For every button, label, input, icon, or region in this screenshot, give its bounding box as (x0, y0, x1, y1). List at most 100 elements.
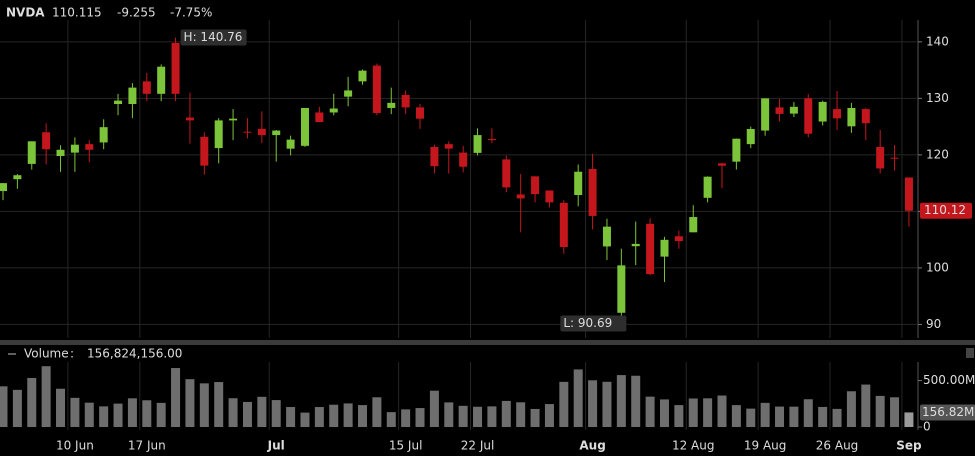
volume-bar (458, 405, 468, 427)
volume-bar (674, 405, 684, 427)
volume-bar (789, 406, 799, 427)
y-tick-label: 0 (923, 420, 931, 434)
x-tick-label: 26 Aug (816, 439, 859, 453)
candle-body (545, 190, 554, 203)
candle-body (588, 169, 597, 216)
candle-body (315, 112, 324, 123)
volume-bar (501, 400, 511, 427)
candle-body (272, 130, 281, 136)
volume-bar (760, 402, 770, 427)
candle-body (56, 149, 65, 156)
volume-bar (185, 379, 195, 427)
candle-body (329, 108, 338, 113)
candle-body (904, 177, 913, 211)
volume-bar (904, 412, 914, 427)
candle-body (732, 138, 741, 162)
candle-body (214, 120, 223, 149)
volume-bar (127, 398, 137, 427)
volume-bar (300, 412, 310, 427)
volume-bar (0, 386, 8, 427)
volume-bar (703, 398, 713, 427)
candle-body (646, 223, 655, 275)
x-tick-label: 10 Jun (56, 439, 94, 453)
volume-bar (731, 405, 741, 427)
x-tick-label: 17 Jun (128, 439, 166, 453)
candle-body (430, 146, 439, 167)
x-tick-label: 22 Jul (461, 439, 495, 453)
volume-bar (645, 396, 655, 427)
candle-body (602, 226, 611, 247)
candle-body (804, 98, 813, 134)
y-tick-label: 130 (926, 91, 949, 105)
volume-bar (386, 412, 396, 427)
x-tick-label: Aug (579, 439, 605, 453)
panel-separator (0, 340, 975, 345)
volume-bar (415, 408, 425, 427)
candle-body (200, 136, 209, 166)
candle-body (171, 42, 180, 94)
x-tick-label: 19 Aug (744, 439, 787, 453)
y-tick-label: 140 (926, 34, 949, 48)
candle-body (13, 175, 22, 180)
volume-bar (358, 405, 367, 427)
candle-body (344, 90, 353, 97)
change-pct: -7.75% (170, 6, 212, 20)
candle-body (85, 144, 94, 150)
price-badge-label: 110.12 (924, 203, 966, 217)
candle-body (99, 127, 108, 143)
volume-bar (861, 384, 871, 427)
candle-body (157, 66, 166, 94)
volume-bar (401, 409, 411, 427)
x-tick-label: Sep (896, 439, 922, 453)
candle-body (746, 128, 755, 145)
volume-bar (616, 375, 626, 427)
y-tick-label: 500.00M (923, 373, 975, 387)
candle-body (833, 109, 842, 119)
volume-bar (242, 401, 252, 427)
candle-body (502, 159, 511, 188)
y-tick-label: 100 (926, 260, 949, 274)
y-tick-label: 90 (926, 317, 941, 331)
annotation: L: 90.69 (563, 316, 612, 330)
volume-bar (228, 398, 238, 427)
volume-bar (818, 406, 828, 427)
volume-bar (573, 369, 583, 427)
volume-bar (631, 375, 641, 427)
volume-bar (343, 403, 353, 427)
volume-bar (473, 406, 483, 427)
volume-bar (372, 397, 382, 427)
x-tick-label: 15 Jul (389, 439, 423, 453)
volume-bar (41, 366, 51, 427)
x-tick-label: 12 Aug (672, 439, 715, 453)
candle-body (775, 107, 784, 114)
panel-handle[interactable] (966, 348, 974, 358)
volume-badge (920, 404, 975, 421)
candle-body (674, 236, 683, 242)
candle-body (114, 100, 123, 104)
candle-body (617, 265, 626, 313)
annotation: H: 140.76 (184, 30, 243, 44)
volume-bar (99, 406, 109, 427)
change: -9.255 (117, 6, 156, 20)
volume-bar (171, 368, 181, 427)
volume-bar (271, 400, 281, 427)
candle-body (444, 144, 453, 149)
volume-bar (717, 395, 727, 427)
volume-bar (530, 408, 540, 427)
candle-body (516, 194, 525, 199)
volume-bar (846, 391, 856, 427)
volume-bar (688, 398, 698, 427)
candle-body (890, 157, 899, 159)
candle-body (818, 101, 827, 122)
volume-bar (832, 408, 842, 427)
volume-bar (329, 404, 339, 427)
volume-bar (803, 399, 813, 427)
volume-bar (516, 402, 526, 427)
y-tick-label: 120 (926, 147, 949, 161)
candle-body (631, 243, 640, 247)
candle-body (689, 217, 698, 233)
volume-colon: : (70, 347, 74, 361)
price-badge (920, 202, 972, 219)
annotation-bg (180, 29, 247, 46)
